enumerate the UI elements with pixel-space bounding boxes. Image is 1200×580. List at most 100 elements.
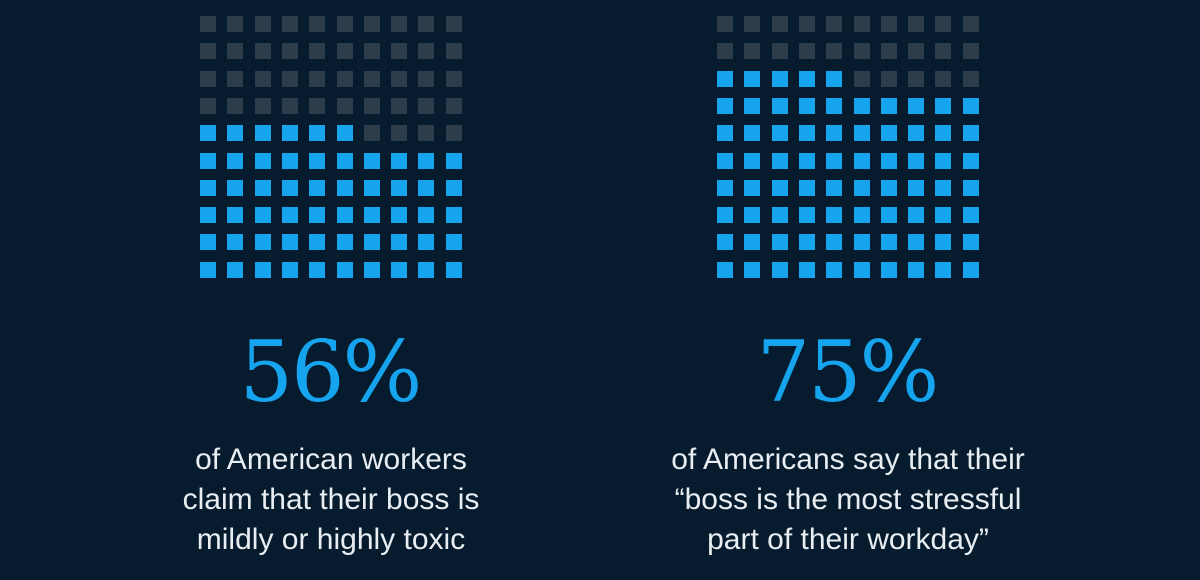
waffle-cell-filled [908, 152, 925, 169]
stat-panel-stressful-boss: 75% of Americans say that their “boss is… [600, 0, 1200, 580]
waffle-cell-filled [200, 207, 216, 224]
waffle-cell-filled [908, 97, 925, 114]
waffle-cell-filled [309, 261, 326, 278]
waffle-cell-empty [935, 70, 952, 87]
waffle-cell-filled [281, 125, 298, 142]
waffle-cell-filled [744, 179, 761, 196]
waffle-cell-filled [418, 179, 435, 196]
waffle-cell-empty [935, 43, 952, 60]
waffle-cell-filled [363, 152, 380, 169]
waffle-cell-empty [908, 70, 925, 87]
caption-line: mildly or highly toxic [196, 523, 466, 556]
waffle-cell-empty [853, 43, 870, 60]
waffle-cell-filled [200, 234, 216, 251]
waffle-cell-filled [798, 152, 815, 169]
waffle-cell-filled [336, 125, 353, 142]
waffle-cell-empty [418, 43, 435, 60]
waffle-cell-empty [962, 70, 979, 87]
waffle-cell-empty [254, 97, 271, 114]
waffle-cell-filled [880, 207, 897, 224]
waffle-cell-empty [445, 43, 462, 60]
waffle-cell-filled [962, 97, 979, 114]
caption-line: of American workers [195, 443, 467, 476]
waffle-cell-filled [826, 97, 843, 114]
waffle-cell-filled [853, 207, 870, 224]
waffle-cell-filled [227, 179, 244, 196]
waffle-cell-filled [798, 207, 815, 224]
waffle-cell-filled [445, 152, 462, 169]
waffle-cell-filled [798, 125, 815, 142]
waffle-cell-empty [826, 43, 843, 60]
waffle-cell-empty [363, 16, 380, 32]
stat-value: 56% [239, 323, 423, 421]
waffle-cell-filled [281, 234, 298, 251]
waffle-cell-empty [363, 125, 380, 142]
waffle-cell-filled [281, 207, 298, 224]
stat-caption: of American workers claim that their bos… [111, 440, 551, 560]
waffle-cell-filled [254, 234, 271, 251]
waffle-cell-filled [880, 125, 897, 142]
waffle-cell-filled [771, 152, 788, 169]
waffle-cell-filled [771, 70, 788, 87]
waffle-cell-filled [717, 152, 733, 169]
waffle-cell-filled [798, 70, 815, 87]
stat-caption: of Americans say that their “boss is the… [628, 440, 1068, 560]
waffle-cell-filled [309, 207, 326, 224]
waffle-cell-empty [445, 70, 462, 87]
waffle-cell-empty [391, 43, 408, 60]
waffle-cell-filled [717, 125, 733, 142]
waffle-cell-filled [962, 152, 979, 169]
waffle-cell-empty [254, 16, 271, 32]
waffle-cell-filled [826, 125, 843, 142]
caption-line: of Americans say that their [671, 443, 1025, 476]
waffle-cell-filled [935, 207, 952, 224]
waffle-cell-filled [935, 261, 952, 278]
waffle-cell-filled [336, 261, 353, 278]
waffle-cell-empty [336, 16, 353, 32]
waffle-cell-filled [336, 179, 353, 196]
waffle-cell-empty [336, 70, 353, 87]
waffle-cell-empty [363, 43, 380, 60]
waffle-cell-filled [717, 234, 733, 251]
waffle-cell-filled [853, 234, 870, 251]
stat-value: 75% [756, 323, 940, 421]
waffle-cell-filled [908, 234, 925, 251]
waffle-cell-filled [744, 97, 761, 114]
waffle-cell-empty [200, 16, 216, 32]
waffle-cell-filled [227, 261, 244, 278]
waffle-cell-filled [445, 234, 462, 251]
waffle-cell-filled [853, 261, 870, 278]
waffle-cell-filled [391, 234, 408, 251]
waffle-cell-filled [826, 152, 843, 169]
waffle-cell-filled [309, 234, 326, 251]
waffle-cell-filled [717, 261, 733, 278]
waffle-cell-filled [281, 152, 298, 169]
waffle-cell-filled [200, 261, 216, 278]
waffle-cell-filled [744, 261, 761, 278]
waffle-cell-filled [908, 207, 925, 224]
waffle-cell-filled [798, 234, 815, 251]
waffle-cell-filled [309, 152, 326, 169]
waffle-cell-empty [227, 97, 244, 114]
waffle-cell-filled [826, 70, 843, 87]
waffle-cell-filled [309, 125, 326, 142]
waffle-cell-empty [880, 16, 897, 32]
waffle-cell-filled [717, 207, 733, 224]
waffle-cell-filled [826, 234, 843, 251]
waffle-cell-filled [771, 97, 788, 114]
waffle-cell-empty [391, 16, 408, 32]
waffle-cell-filled [254, 125, 271, 142]
waffle-cell-filled [935, 152, 952, 169]
waffle-cell-empty [771, 43, 788, 60]
waffle-cell-filled [771, 179, 788, 196]
waffle-cell-empty [744, 43, 761, 60]
waffle-cell-filled [962, 179, 979, 196]
waffle-cell-empty [880, 70, 897, 87]
waffle-cell-filled [254, 179, 271, 196]
waffle-cell-empty [200, 43, 216, 60]
waffle-cell-filled [798, 179, 815, 196]
waffle-cell-empty [227, 70, 244, 87]
waffle-cell-filled [254, 207, 271, 224]
waffle-cell-filled [880, 152, 897, 169]
waffle-cell-empty [391, 70, 408, 87]
